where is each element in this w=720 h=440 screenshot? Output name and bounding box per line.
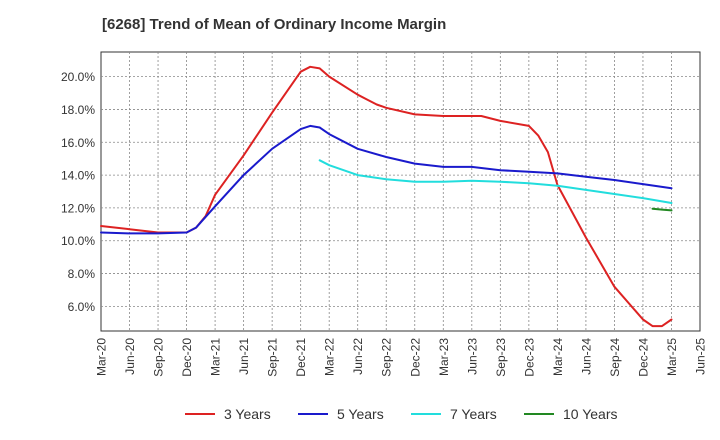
x-tick-label: Mar-22 [323,338,337,376]
plot-area [100,51,701,332]
y-tick-label: 12.0% [61,201,95,215]
y-tick-label: 20.0% [61,70,95,84]
x-tick-label: Sep-23 [494,338,508,377]
series-line-7-years [318,159,673,204]
x-tick-label: Jun-20 [123,338,137,375]
legend-label-5-years: 5 Years [337,406,384,422]
x-tick-label: Mar-24 [551,338,565,376]
y-tick-label: 18.0% [61,103,95,117]
y-tick-label: 16.0% [61,136,95,150]
y-tick-label: 6.0% [68,300,96,314]
x-tick-label: Jun-23 [465,338,479,375]
legend: 3 Years 5 Years 7 Years 10 Years [185,406,618,422]
legend-label-10-years: 10 Years [563,406,618,422]
x-tick-label: Mar-23 [437,338,451,376]
x-tick-label: Dec-22 [408,338,422,377]
x-tick-label: Dec-21 [294,338,308,377]
y-axis: 6.0% 8.0% 10.0% 12.0% 14.0% 16.0% 18.0% 20.0% [61,70,95,314]
plot-frame [100,51,701,332]
x-tick-label: Jun-22 [351,338,365,375]
y-tick-label: 14.0% [61,169,95,183]
x-tick-label: Sep-24 [608,338,622,377]
x-tick-label: Jun-21 [237,338,251,375]
series-line-3-years [100,65,673,328]
y-tick-label: 10.0% [61,234,95,248]
x-tick-label: Mar-20 [95,338,109,376]
x-tick-label: Sep-20 [152,338,166,377]
x-tick-label: Mar-21 [209,338,223,376]
x-tick-label: Dec-20 [180,338,194,377]
x-tick-label: Sep-21 [266,338,280,377]
x-tick-label: Jun-24 [579,338,593,375]
series-lines [100,65,673,328]
x-tick-label: Jun-25 [694,338,708,375]
y-tick-label: 8.0% [68,267,96,281]
vertical-gridlines [129,52,672,331]
x-tick-label: Dec-23 [522,338,536,377]
x-tick-label: Mar-25 [665,338,679,376]
legend-label-3-years: 3 Years [224,406,271,422]
x-axis: Mar-20 Jun-20 Sep-20 Dec-20 Mar-21 Jun-21 Sep-… [95,338,708,377]
series-line-5-years [100,124,673,235]
x-tick-label: Sep-22 [380,338,394,377]
series-line-10-years [651,207,673,212]
chart-title: [6268] Trend of Mean of Ordinary Income … [102,16,447,33]
x-tick-label: Dec-24 [636,338,650,377]
legend-label-7-years: 7 Years [450,406,497,422]
